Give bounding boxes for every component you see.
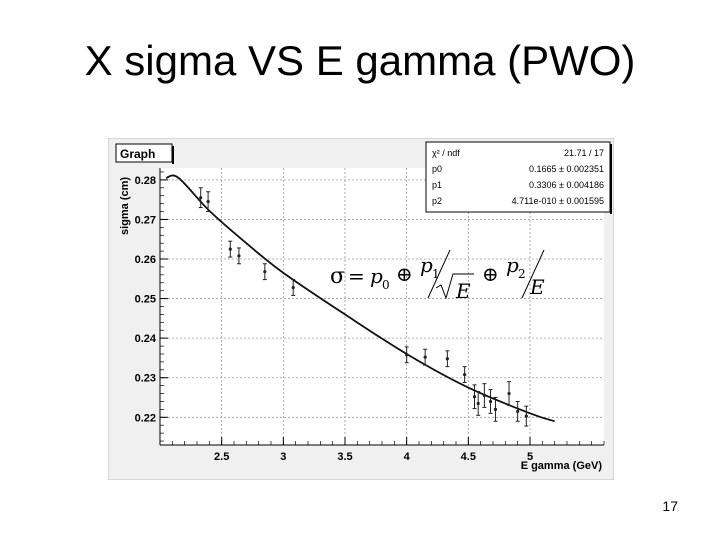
x-tick-label: 5	[527, 451, 533, 463]
data-point	[476, 391, 481, 416]
data-point	[262, 263, 267, 281]
point-marker	[423, 355, 427, 359]
graph-title: Graph	[120, 147, 155, 161]
formula-sqrt-sign	[435, 273, 474, 300]
formula-p1-sub: 1	[432, 267, 440, 281]
formula-p2-sub: 2	[518, 267, 526, 281]
data-point	[228, 240, 233, 258]
y-tick-label: 0.22	[135, 412, 156, 424]
fit-formula: σ = p 0 ⊕ p 1 E ⊕ p 2 E	[330, 249, 545, 303]
stats-label: χ² / ndf	[432, 148, 460, 158]
formula-sigma: σ	[330, 264, 345, 289]
data-point	[198, 187, 203, 209]
point-marker	[206, 200, 210, 204]
point-marker	[476, 401, 480, 406]
data-point	[524, 405, 529, 427]
x-axis-label: E gamma (GeV)	[521, 460, 603, 472]
point-marker	[524, 414, 528, 418]
data-point	[493, 397, 498, 422]
data-point	[236, 247, 241, 265]
y-tick-label: 0.25	[135, 294, 156, 306]
point-marker	[493, 407, 498, 411]
data-point	[291, 279, 296, 296]
formula-equals: =	[348, 264, 365, 288]
slide-number: 17	[662, 498, 678, 514]
data-point	[507, 381, 512, 406]
data-point	[206, 191, 211, 213]
formula-p1: p	[420, 253, 433, 277]
x-tick-label: 4	[404, 451, 411, 463]
stats-box: χ² / ndf 21.71 / 17 p0 0.1665 ± 0.002351 p1 0…	[425, 141, 612, 214]
stats-value: 0.1665 ± 0.002351	[529, 164, 604, 174]
point-marker	[199, 196, 203, 200]
y-tick-label: 0.26	[135, 254, 156, 266]
point-marker	[482, 393, 486, 398]
point-marker	[488, 399, 493, 404]
y-axis-label: sigma (cm)	[119, 177, 131, 235]
formula-e: E	[529, 275, 545, 299]
data-point	[423, 348, 428, 366]
formula-oplus-1: ⊕	[396, 262, 413, 286]
data-point	[482, 383, 487, 408]
x-tick-label: 2.5	[214, 451, 229, 463]
point-marker	[472, 395, 477, 399]
y-tick-label: 0.24	[135, 333, 157, 345]
data-point	[488, 389, 493, 414]
plot-area	[160, 168, 604, 445]
formula-slash-1	[427, 249, 451, 299]
x-tick-label: 3	[280, 451, 286, 463]
stats-label: p0	[432, 164, 442, 174]
stats-label: p1	[432, 180, 442, 190]
point-marker	[445, 357, 449, 361]
formula-p0-sub: 0	[382, 278, 390, 292]
point-marker	[228, 247, 232, 251]
y-tick-label: 0.28	[135, 175, 156, 187]
stats-box-bg	[425, 141, 611, 213]
data-point	[404, 346, 409, 364]
data-point	[445, 350, 450, 368]
point-marker	[516, 409, 520, 413]
graph-title-shadow	[172, 146, 174, 164]
data-point	[472, 384, 477, 410]
stats-value: 21.71 / 17	[564, 148, 604, 158]
slide-title: X sigma VS E gamma (PWO)	[84, 37, 636, 84]
data-points	[198, 187, 529, 427]
stats-label: p2	[432, 196, 442, 206]
stats-value: 4.711e-010 ± 0.001595	[512, 196, 604, 206]
x-tick-label: 3.5	[337, 451, 352, 463]
formula-oplus-2: ⊕	[482, 262, 499, 286]
y-tick-label: 0.27	[135, 214, 156, 226]
point-marker	[405, 353, 409, 357]
fit-curve	[165, 174, 555, 423]
formula-p0: p	[370, 264, 383, 288]
formula-slash-2	[521, 249, 545, 299]
stats-box-shadow	[610, 144, 612, 214]
formula-sqrt-e: E	[455, 279, 471, 303]
chart: 2.5 3 3.5 4 4.5 5 0.22 0.23 0.24 0.25 0.26 0.27 0.28…	[108, 138, 614, 480]
point-marker	[507, 391, 511, 396]
stats-value: 0.3306 ± 0.004186	[529, 180, 604, 190]
data-point	[462, 366, 467, 383]
y-tick-label: 0.23	[135, 373, 156, 385]
point-marker	[291, 285, 295, 290]
point-marker	[237, 254, 241, 258]
point-marker	[263, 270, 267, 274]
axis-ticks: 2.5 3 3.5 4 4.5 5 0.22 0.23 0.24 0.25 0.26 0.27 0.28	[135, 171, 605, 463]
x-tick-label: 4.5	[461, 451, 476, 463]
point-marker	[463, 372, 467, 377]
formula-p2: p	[506, 253, 519, 277]
data-point	[515, 400, 520, 422]
